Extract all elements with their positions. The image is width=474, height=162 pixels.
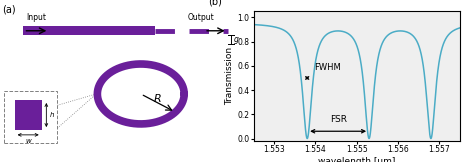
Text: FWHM: FWHM xyxy=(314,63,341,72)
X-axis label: wavelength [μm]: wavelength [μm] xyxy=(318,157,395,162)
Text: Output: Output xyxy=(188,13,214,22)
Y-axis label: Transmission: Transmission xyxy=(226,47,235,105)
Text: Input: Input xyxy=(26,13,46,22)
Text: h: h xyxy=(50,112,55,118)
Text: w: w xyxy=(25,138,31,144)
Bar xyxy=(3,91,57,143)
Bar xyxy=(23,26,155,35)
Text: R: R xyxy=(154,94,162,104)
Text: (a): (a) xyxy=(2,5,16,15)
Text: (b): (b) xyxy=(208,0,222,6)
Bar xyxy=(15,100,42,130)
Text: FSR: FSR xyxy=(329,115,346,124)
Text: g: g xyxy=(234,35,238,44)
